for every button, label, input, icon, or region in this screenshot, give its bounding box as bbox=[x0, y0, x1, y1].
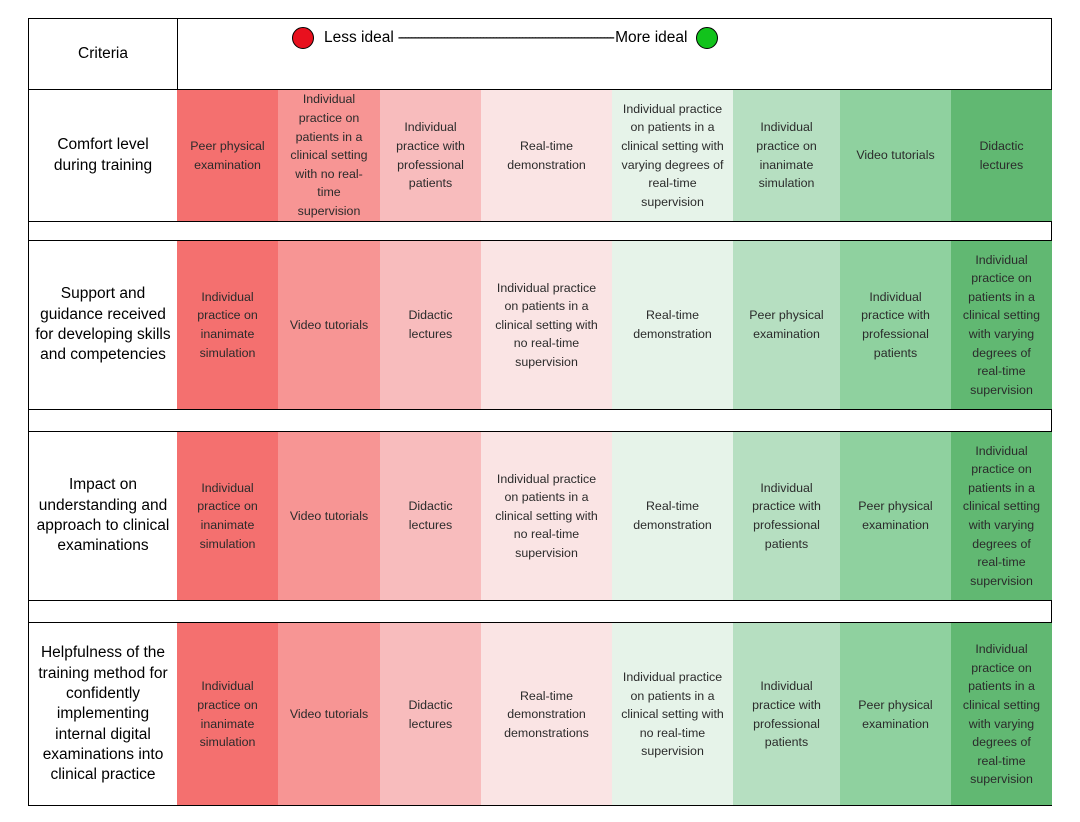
less-ideal-red-circle-icon bbox=[292, 27, 314, 49]
method-cell: Individual practice on patients in a cli… bbox=[951, 432, 1052, 600]
method-cell: Video tutorials bbox=[278, 241, 380, 409]
scale-dashed-line: ----------------------------------------… bbox=[397, 29, 615, 46]
method-cell: Individual practice on patients in a cli… bbox=[612, 90, 733, 221]
method-cell: Individual practice with professional pa… bbox=[733, 623, 840, 806]
criterion-cell: Comfort level during training bbox=[28, 90, 178, 221]
method-cell: Didactic lectures bbox=[380, 432, 481, 600]
less-ideal-label: Less ideal bbox=[324, 29, 394, 46]
method-cell: Peer physical examination bbox=[840, 432, 951, 600]
method-cell: Didactic lectures bbox=[380, 241, 481, 409]
legend-scale: Less ideal -----------------------------… bbox=[292, 27, 719, 49]
method-cell: Individual practice with professional pa… bbox=[380, 90, 481, 221]
method-cell: Peer physical examination bbox=[177, 90, 278, 221]
method-cell: Real-time demonstration demonstrations bbox=[481, 623, 612, 806]
method-cell: Individual practice on inanimate simulat… bbox=[177, 432, 278, 600]
method-cell: Real-time demonstration bbox=[481, 90, 612, 221]
method-cell: Individual practice on inanimate simulat… bbox=[177, 623, 278, 806]
method-cell: Individual practice with professional pa… bbox=[733, 432, 840, 600]
method-cell: Individual practice on patients in a cli… bbox=[481, 241, 612, 409]
criterion-cell: Impact on understanding and approach to … bbox=[28, 432, 178, 600]
ranking-table: Criteria Comfort level during training Pe… bbox=[28, 18, 1052, 806]
method-cell: Individual practice on patients in a cli… bbox=[951, 623, 1052, 806]
method-cell: Real-time demonstration bbox=[612, 241, 733, 409]
row-separator bbox=[28, 409, 1052, 432]
criterion-cell: Helpfulness of the training method for c… bbox=[28, 623, 178, 806]
method-cell: Video tutorials bbox=[278, 623, 380, 806]
method-cell: Individual practice on patients in a cli… bbox=[278, 90, 380, 221]
method-cell: Real-time demonstration bbox=[612, 432, 733, 600]
method-cell: Individual practice on patients in a cli… bbox=[612, 623, 733, 806]
row-separator bbox=[28, 600, 1052, 623]
row-separator bbox=[28, 221, 1052, 241]
method-cell: Didactic lectures bbox=[951, 90, 1052, 221]
criteria-header-cell: Criteria bbox=[28, 18, 178, 90]
method-cell: Video tutorials bbox=[278, 432, 380, 600]
method-cell: Individual practice on patients in a cli… bbox=[481, 432, 612, 600]
method-cell: Didactic lectures bbox=[380, 623, 481, 806]
method-cell: Individual practice on inanimate simulat… bbox=[177, 241, 278, 409]
table-bottom-border bbox=[28, 805, 1052, 806]
method-cell: Peer physical examination bbox=[733, 241, 840, 409]
method-cell: Individual practice on inanimate simulat… bbox=[733, 90, 840, 221]
method-cell: Video tutorials bbox=[840, 90, 951, 221]
more-ideal-label: More ideal bbox=[615, 29, 688, 46]
legend-header-cell bbox=[177, 18, 1052, 90]
method-cell: Individual practice on patients in a cli… bbox=[951, 241, 1052, 409]
method-cell: Peer physical examination bbox=[840, 623, 951, 806]
method-cell: Individual practice with professional pa… bbox=[840, 241, 951, 409]
criteria-header-label: Criteria bbox=[78, 45, 128, 62]
more-ideal-green-circle-icon bbox=[696, 27, 719, 49]
criterion-cell: Support and guidance received for develo… bbox=[28, 241, 178, 409]
